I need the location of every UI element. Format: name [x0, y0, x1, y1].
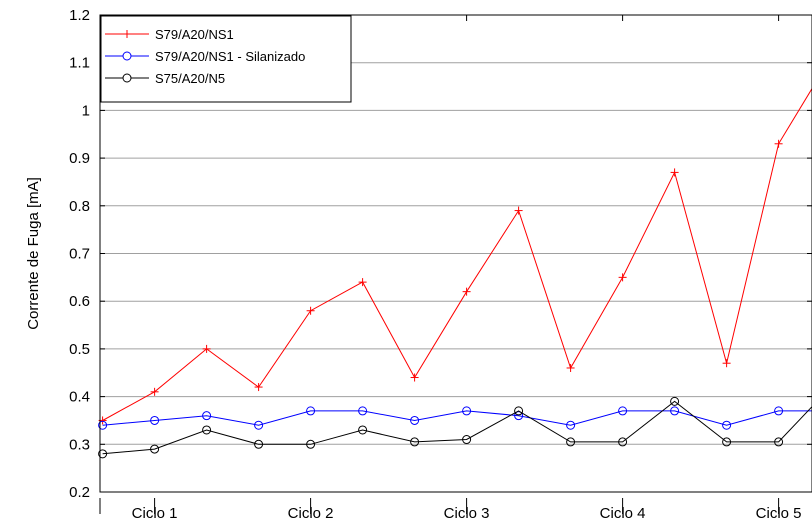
y-tick-label: 0.7: [69, 246, 90, 263]
data-point: [462, 406, 472, 416]
data-point: [150, 387, 159, 396]
series-group: [98, 87, 812, 459]
data-point: [306, 406, 316, 416]
data-point: [618, 437, 628, 447]
data-point: [514, 206, 523, 215]
data-point: [514, 406, 524, 416]
data-point: [410, 373, 419, 382]
y-tick-label: 0.6: [69, 293, 90, 310]
series-line: [102, 400, 812, 455]
y-tick-label: 0.9: [69, 150, 90, 167]
y-tick-label: 0.5: [69, 341, 90, 358]
data-point: [150, 415, 160, 425]
data-point: [722, 437, 732, 447]
data-point: [566, 363, 575, 372]
y-tick-label: 0.2: [69, 484, 90, 501]
data-point: [358, 425, 368, 435]
data-point: [670, 406, 680, 416]
data-point: [410, 415, 420, 425]
data-point: [722, 359, 731, 368]
legend-marker: [122, 51, 132, 61]
data-point: [410, 437, 420, 447]
x-axis-labels: Ciclo 1 Ciclo 2 Ciclo 3 Ciclo 4 Ciclo 5: [132, 505, 802, 522]
y-tick-label: 0.4: [69, 389, 90, 406]
data-point: [462, 435, 472, 445]
legend-box: [100, 15, 352, 103]
data-point: [98, 449, 108, 459]
legend-label: S79/A20/NS1: [155, 27, 234, 42]
x-category-label: Ciclo 4: [600, 505, 646, 522]
data-point: [722, 420, 732, 430]
y-tick-label: 1.2: [69, 7, 90, 24]
x-axis-separators: [99, 15, 780, 514]
legend-label: S75/A20/N5: [155, 71, 225, 86]
data-point: [254, 420, 264, 430]
data-point: [566, 420, 576, 430]
data-point: [358, 406, 368, 416]
data-point: [618, 273, 627, 282]
x-category-label: Ciclo 3: [444, 505, 490, 522]
data-point: [202, 425, 212, 435]
x-category-label: Ciclo 1: [132, 505, 178, 522]
data-point: [358, 278, 367, 287]
data-point: [670, 168, 679, 177]
data-point: [670, 396, 680, 406]
data-point: [306, 306, 315, 315]
data-point: [462, 287, 471, 296]
y-tick-label: 0.8: [69, 198, 90, 215]
legend-label: S79/A20/NS1 - Silanizado: [155, 49, 305, 64]
y-tick-label: 1.1: [69, 55, 90, 72]
data-point: [774, 139, 783, 148]
y-tick-label: 1: [82, 102, 90, 119]
data-point: [774, 406, 784, 416]
data-point: [514, 411, 524, 421]
data-point: [98, 420, 108, 430]
x-category-label: Ciclo 5: [756, 505, 802, 522]
data-point: [150, 444, 160, 454]
plot-frame: [99, 14, 812, 493]
data-point: [254, 383, 263, 392]
legend: S79/A20/NS1 S79/A20/NS1 - Silanizado S75/A…: [100, 15, 352, 103]
x-category-label: Ciclo 2: [288, 505, 334, 522]
data-point: [774, 437, 784, 447]
data-point: [566, 437, 576, 447]
data-point: [254, 439, 264, 449]
y-tick-label: 0.3: [69, 436, 90, 453]
data-point: [202, 411, 212, 421]
legend-marker: [122, 73, 132, 83]
y-axis-title: Corrente de Fuga [mA]: [25, 177, 42, 330]
data-point: [202, 344, 211, 353]
y-axis-ticks: 0.2 0.3 0.4 0.5 0.6 0.7 0.8 0.9 1 1.1 1.2: [69, 7, 812, 501]
data-point: [618, 406, 628, 416]
data-point: [306, 439, 316, 449]
series-line: [102, 410, 812, 426]
